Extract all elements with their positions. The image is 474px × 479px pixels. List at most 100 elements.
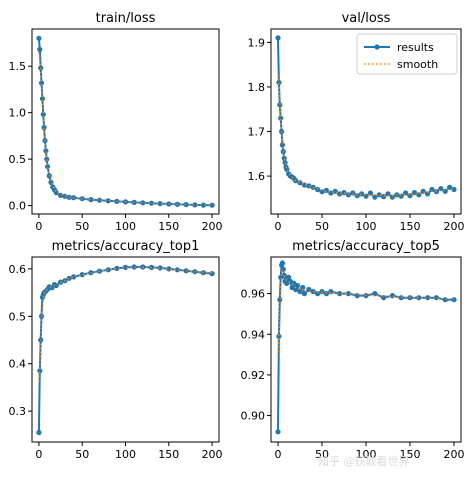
x-tick-label: 200 — [202, 220, 223, 233]
x-tick-label: 50 — [315, 448, 329, 461]
data-point — [315, 291, 321, 297]
data-point — [41, 124, 47, 131]
x-tick-label: 50 — [75, 220, 89, 233]
x-tick-label: 100 — [115, 220, 136, 233]
y-tick-label: 0.6 — [9, 263, 27, 276]
y-tick-label: 0.92 — [241, 369, 266, 382]
data-point — [398, 193, 404, 199]
data-point — [354, 193, 360, 199]
data-point — [114, 198, 120, 204]
data-point — [294, 282, 300, 289]
data-point — [350, 190, 356, 196]
data-point — [37, 368, 43, 374]
data-point — [209, 271, 215, 277]
data-point — [148, 200, 155, 206]
data-point — [425, 295, 431, 301]
data-point — [157, 265, 163, 271]
data-point — [275, 35, 281, 41]
x-tick-label: 0 — [275, 220, 282, 233]
legend-label-results: results — [397, 41, 434, 54]
data-point — [157, 201, 163, 207]
chart-title: val/loss — [342, 11, 391, 26]
data-point — [429, 186, 435, 193]
data-point — [306, 183, 312, 189]
series-line-smooth — [277, 75, 455, 197]
data-point — [131, 264, 137, 270]
axes-frame — [31, 28, 220, 215]
x-tick-label: 150 — [399, 448, 420, 461]
y-tick-label: 0.5 — [9, 310, 27, 323]
data-point — [38, 80, 45, 86]
series-line-smooth — [277, 268, 455, 356]
x-tick-label: 150 — [399, 220, 420, 233]
data-point — [62, 193, 68, 199]
x-tick-label: 100 — [356, 448, 377, 461]
x-tick-label: 200 — [202, 448, 223, 461]
data-point — [275, 429, 281, 435]
data-point — [367, 190, 373, 196]
y-tick-label: 1.5 — [9, 60, 27, 73]
chart-title: metrics/accuracy_top5 — [292, 239, 440, 254]
data-point — [286, 274, 292, 280]
data-point — [345, 192, 351, 198]
x-tick-label: 150 — [158, 448, 179, 461]
data-point — [451, 186, 457, 193]
data-point — [276, 333, 282, 339]
data-point — [301, 291, 307, 297]
data-point — [43, 148, 49, 154]
x-tick-label: 200 — [443, 448, 464, 461]
data-point — [209, 202, 215, 208]
chart-panel-4: metrics/accuracy_top5 0 50 100 150 200 0.90 0.9… — [241, 239, 465, 461]
y-tick-label: 0.90 — [241, 410, 266, 423]
axes-frame — [31, 256, 220, 443]
plot-area — [275, 259, 457, 435]
x-tick-label: 50 — [75, 448, 89, 461]
data-point — [442, 297, 448, 303]
y-tick-label: 0.0 — [9, 200, 27, 213]
data-point — [279, 142, 285, 148]
data-point — [96, 197, 103, 203]
data-point — [200, 202, 206, 208]
x-tick-label: 50 — [315, 220, 329, 233]
data-point — [36, 35, 42, 41]
data-point — [416, 295, 422, 301]
y-tick-label: 0.3 — [9, 405, 27, 418]
data-point — [105, 267, 111, 273]
data-point — [122, 264, 129, 270]
watermark-text: 知乎 @获取看世界 — [318, 454, 410, 468]
data-point — [192, 202, 198, 208]
data-point — [381, 194, 387, 200]
data-point — [276, 79, 282, 86]
x-tick-label: 100 — [115, 448, 136, 461]
data-point — [279, 260, 285, 266]
series-line-smooth — [38, 266, 213, 382]
data-point — [319, 289, 325, 295]
legend-marker-results — [374, 44, 380, 50]
y-tick-label: 1.7 — [248, 126, 266, 139]
data-point — [79, 272, 85, 278]
y-tick-label: 1.0 — [9, 107, 27, 120]
data-point — [183, 268, 189, 274]
chart-title: metrics/accuracy_top1 — [52, 239, 200, 254]
data-point — [105, 198, 111, 204]
y-tick-label: 1.8 — [248, 81, 266, 94]
data-point — [44, 156, 50, 162]
plot-area — [36, 264, 215, 436]
data-point — [389, 194, 395, 200]
chart-title: train/loss — [96, 11, 156, 26]
data-point — [451, 297, 457, 303]
x-tick-label: 100 — [356, 220, 377, 233]
data-point — [88, 197, 94, 203]
data-point — [372, 291, 378, 297]
plot-area — [36, 35, 215, 208]
x-tick-label: 0 — [35, 448, 42, 461]
data-point — [438, 186, 444, 192]
chart-panel-3: metrics/accuracy_top1 0 50 100 150 200 0.3 0.4 0… — [9, 239, 223, 461]
x-tick-label: 150 — [158, 220, 179, 233]
data-point — [345, 291, 351, 297]
data-point — [354, 293, 360, 299]
axes-frame — [270, 256, 462, 443]
data-point — [282, 160, 288, 166]
